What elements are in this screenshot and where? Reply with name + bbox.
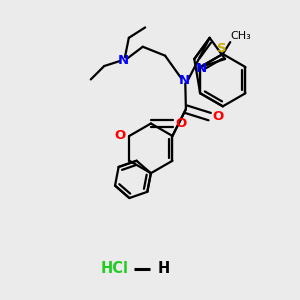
Text: O: O: [175, 117, 187, 130]
Text: O: O: [115, 129, 126, 142]
Text: S: S: [217, 42, 227, 56]
Text: N: N: [179, 74, 190, 87]
Text: CH₃: CH₃: [231, 31, 252, 41]
Text: H: H: [158, 261, 170, 276]
Text: O: O: [212, 110, 223, 123]
Text: N: N: [196, 62, 207, 75]
Text: N: N: [118, 54, 129, 67]
Text: HCl: HCl: [100, 261, 128, 276]
